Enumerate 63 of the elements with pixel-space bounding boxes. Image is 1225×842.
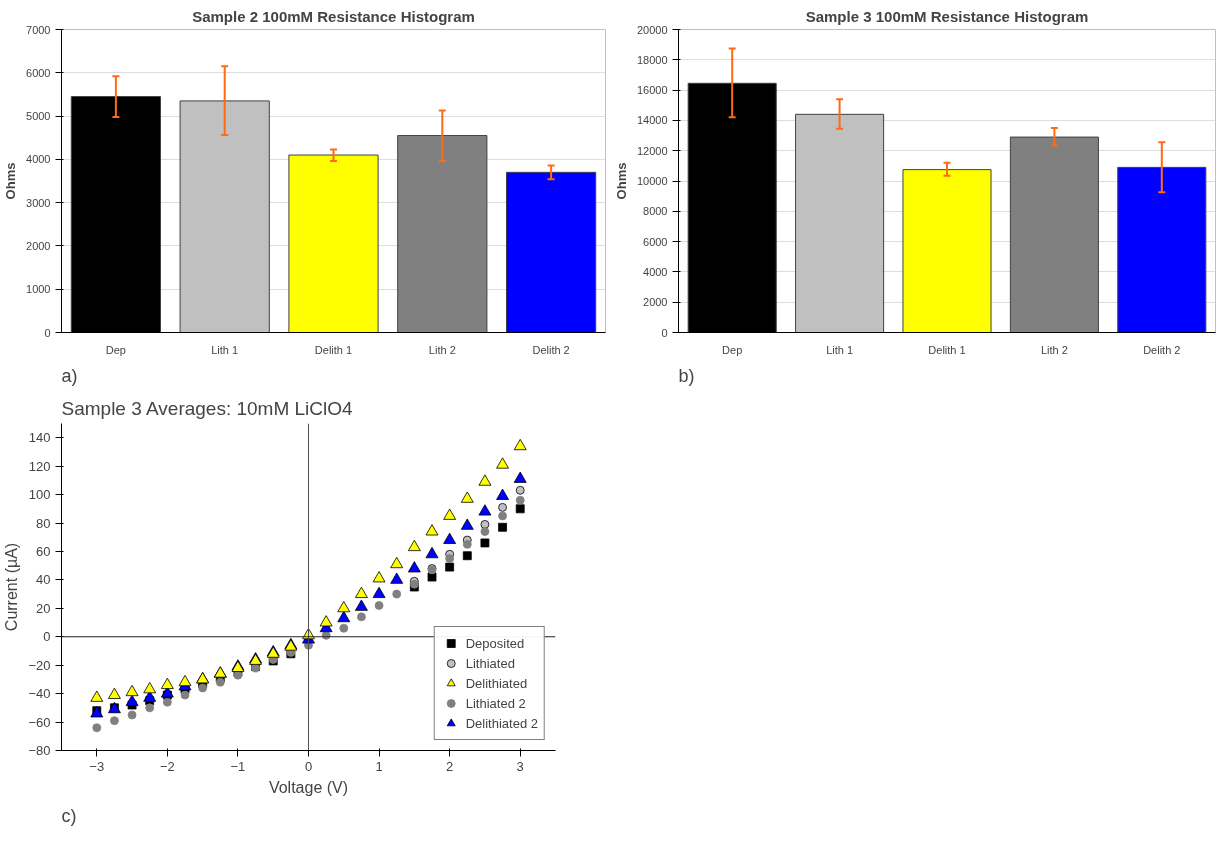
legend-label: Lithiated 2 xyxy=(465,695,526,711)
text: c) xyxy=(61,805,77,826)
y-tick-label: 20000 xyxy=(636,23,668,36)
x-tick-label: −2 xyxy=(159,758,175,774)
x-tick-label: Delith 2 xyxy=(532,343,570,356)
legend-label: Deposited xyxy=(465,635,525,651)
y-tick-label: 2000 xyxy=(643,296,668,309)
y-tick-label: 80 xyxy=(36,515,51,531)
x-tick-label: Lith 2 xyxy=(428,343,456,356)
y-tick-label: 0 xyxy=(44,326,51,339)
x-tick-label: 2 xyxy=(446,758,454,774)
y-tick-label: 60 xyxy=(36,543,51,559)
chart-title: Sample 2 100mM Resistance Histogram xyxy=(192,7,475,25)
y-tick-label: −20 xyxy=(28,657,51,673)
y-axis-title: Current (µA) xyxy=(3,542,21,632)
y-tick-label: 100 xyxy=(28,487,51,503)
y-tick-label: −80 xyxy=(28,743,51,758)
x-axis-title: Voltage (V) xyxy=(268,778,349,796)
chart-title: Sample 3 Averages: 10mM LiClO4 xyxy=(61,397,354,419)
y-tick-label: 140 xyxy=(28,430,51,446)
x-tick-label: 1 xyxy=(375,758,383,774)
y-tick-label: 18000 xyxy=(636,53,668,66)
y-tick-label: 0 xyxy=(43,629,51,645)
legend-label: Delithiated xyxy=(465,675,528,691)
x-tick-label: Delith 1 xyxy=(314,343,353,356)
x-tick-label: Delith 2 xyxy=(1143,343,1181,356)
y-tick-label: 8000 xyxy=(643,205,668,218)
y-tick-label: 16000 xyxy=(636,84,668,97)
y-axis-title: Ohms xyxy=(613,162,629,200)
chart-title: Sample 3 100mM Resistance Histogram xyxy=(805,7,1089,25)
x-tick-label: 0 xyxy=(304,758,313,774)
x-tick-label: Lith 1 xyxy=(211,343,239,356)
y-tick-label: 1000 xyxy=(26,283,51,296)
y-tick-label: −40 xyxy=(28,686,51,702)
x-tick-label: Dep xyxy=(105,343,126,356)
y-tick-label: 40 xyxy=(36,572,51,588)
y-tick-label: 7000 xyxy=(26,23,51,36)
text: b) xyxy=(678,365,695,386)
y-tick-label: −60 xyxy=(28,714,51,730)
text: a) xyxy=(61,365,78,386)
y-tick-label: 4000 xyxy=(643,265,668,278)
y-tick-label: 5000 xyxy=(26,110,51,123)
x-tick-label: Delith 1 xyxy=(928,343,966,356)
x-tick-label: −1 xyxy=(230,758,246,774)
x-tick-label: −3 xyxy=(89,758,105,774)
x-tick-label: Lith 2 xyxy=(1040,343,1068,356)
y-tick-label: 120 xyxy=(28,458,51,474)
y-tick-label: 12000 xyxy=(636,144,668,157)
y-tick-label: 6000 xyxy=(26,66,51,79)
x-tick-label: Lith 1 xyxy=(826,343,854,356)
y-tick-label: 20 xyxy=(36,600,51,616)
y-tick-label: 14000 xyxy=(636,114,668,127)
y-axis-title: Ohms xyxy=(3,162,19,200)
y-tick-label: 3000 xyxy=(26,196,51,209)
y-tick-label: 2000 xyxy=(26,239,51,252)
x-tick-label: 3 xyxy=(516,758,524,774)
legend-label: Lithiated xyxy=(465,655,515,671)
y-tick-label: 6000 xyxy=(643,235,668,248)
y-tick-label: 10000 xyxy=(636,175,668,187)
y-tick-label: 4000 xyxy=(26,153,51,166)
y-tick-label: 0 xyxy=(661,326,668,339)
legend-label: Delithiated 2 xyxy=(465,715,538,731)
x-tick-label: Dep xyxy=(722,343,743,356)
